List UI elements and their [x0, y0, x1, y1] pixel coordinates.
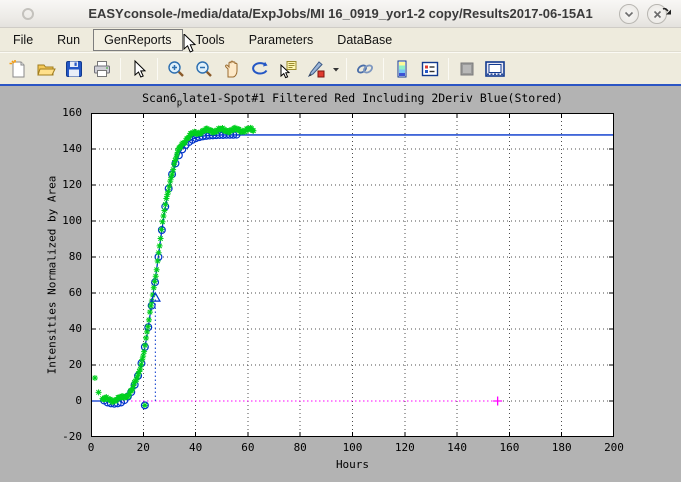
y-tick-label: 80	[68, 250, 82, 263]
chevron-down-icon	[624, 11, 634, 18]
plot-svg	[91, 113, 614, 437]
mouse-cursor-icon	[183, 34, 197, 53]
x-tick-label: 160	[499, 441, 520, 454]
y-tick-label: 140	[62, 142, 82, 155]
shade-button[interactable]	[619, 4, 639, 24]
y-tick-label: 120	[62, 178, 82, 191]
insert-legend-icon[interactable]	[416, 57, 444, 81]
x-tick-label: 20	[136, 441, 150, 454]
toolbar-separator	[157, 57, 158, 80]
menu-item-genreports[interactable]: GenReports	[93, 28, 183, 51]
figure-canvas: Scan6plate1-Spot#1 Filtered Red Includin…	[0, 86, 681, 482]
y-tick-label: -20	[62, 430, 82, 443]
y-axis-label: Intensities Normalized by Area	[45, 175, 59, 375]
window-menu-icon[interactable]	[22, 8, 34, 20]
close-icon	[653, 10, 662, 19]
menu-item-parameters[interactable]: Parameters	[248, 32, 314, 47]
x-tick-label: 40	[188, 441, 203, 454]
plot-area[interactable]	[91, 113, 614, 437]
rotate-3d-icon[interactable]	[246, 57, 274, 81]
insert-colorbar-icon[interactable]	[388, 57, 416, 81]
toolbar-divider	[0, 84, 681, 86]
undock-arrow-icon[interactable]	[661, 5, 673, 17]
toolbar-separator	[120, 57, 121, 80]
menu-item-tools[interactable]: Tools	[195, 32, 225, 47]
show-plot-tools-icon[interactable]	[481, 57, 509, 81]
toolbar-separator	[383, 57, 384, 80]
x-tick-label: 140	[447, 441, 468, 454]
x-tick-label: 120	[394, 441, 415, 454]
link-plots-icon[interactable]	[351, 57, 379, 81]
brush-dropdown-icon[interactable]	[330, 57, 342, 81]
zoom-out-icon[interactable]	[190, 57, 218, 81]
x-tick-label: 200	[604, 441, 624, 454]
data-cursor-icon[interactable]	[274, 57, 302, 81]
x-tick-label: 80	[293, 441, 307, 454]
menu-item-database[interactable]: DataBase	[337, 32, 393, 47]
x-tick-label: 0	[87, 441, 95, 454]
x-tick-label: 180	[551, 441, 572, 454]
y-tick-label: 20	[68, 358, 82, 371]
open-file-icon[interactable]	[32, 57, 60, 81]
y-tick-label: 60	[68, 286, 82, 299]
brush-tool-icon[interactable]	[302, 57, 330, 81]
x-tick-label: 100	[342, 441, 363, 454]
plot-title: Scan6plate1-Spot#1 Filtered Red Includin…	[142, 91, 563, 109]
menu-item-run[interactable]: Run	[57, 32, 81, 47]
y-tick-label: 160	[62, 106, 82, 119]
x-tick-label: 60	[241, 441, 255, 454]
y-tick-label: 40	[68, 322, 82, 335]
window-title: EASYconsole-/media/data/ExpJobs/MI 16_09…	[88, 6, 593, 21]
y-tick-label: 100	[62, 214, 82, 227]
menubar: File Run GenReports Tools Parameters DataBase	[0, 28, 681, 52]
y-tick-label: 0	[75, 394, 82, 407]
hide-plot-tools-icon[interactable]	[453, 57, 481, 81]
x-axis-label: Hours	[335, 458, 370, 471]
figure-toolbar	[0, 52, 681, 84]
pan-tool-icon[interactable]	[218, 57, 246, 81]
pointer-tool-icon[interactable]	[125, 57, 153, 81]
zoom-in-icon[interactable]	[162, 57, 190, 81]
menu-item-file[interactable]: File	[13, 32, 34, 47]
titlebar: EASYconsole-/media/data/ExpJobs/MI 16_09…	[0, 0, 681, 28]
new-figure-icon[interactable]	[4, 57, 32, 81]
save-figure-icon[interactable]	[60, 57, 88, 81]
toolbar-separator	[346, 57, 347, 80]
toolbar-separator	[448, 57, 449, 80]
print-figure-icon[interactable]	[88, 57, 116, 81]
